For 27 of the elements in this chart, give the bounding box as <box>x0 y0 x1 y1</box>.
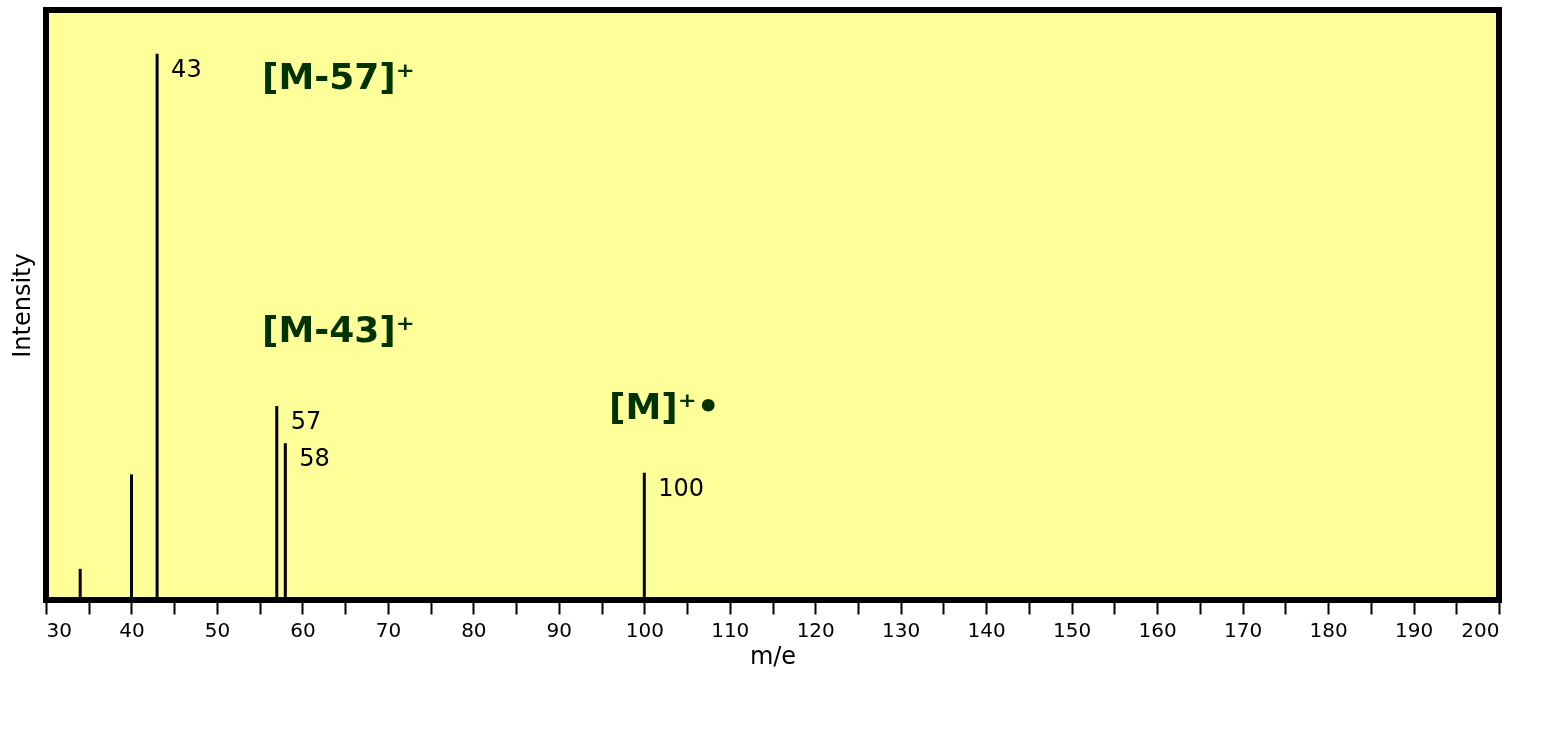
x-tick-label: 90 <box>546 617 573 642</box>
annotation: 57 <box>290 407 322 436</box>
annotation: [M-43]⁺ <box>262 309 415 350</box>
annotation: 43 <box>171 54 202 83</box>
y-axis-title: Intensity <box>7 253 36 358</box>
x-tick-label: 170 <box>1223 617 1263 642</box>
x-tick-label: 40 <box>119 617 145 642</box>
x-axis-title: m/e <box>749 641 797 670</box>
annotation: 100 <box>658 473 705 502</box>
x-tick-label: 80 <box>461 617 487 642</box>
x-tick-label: 150 <box>1053 617 1092 642</box>
x-tick-label: 130 <box>882 617 921 642</box>
x-tick-label: 70 <box>375 617 402 642</box>
annotation: [M-57]⁺ <box>262 56 415 97</box>
x-tick-label: 110 <box>711 617 750 642</box>
x-tick-label: 160 <box>1138 617 1177 642</box>
annotation: 58 <box>299 444 330 473</box>
x-tick-label: 190 <box>1394 617 1434 642</box>
x-tick-label: 60 <box>290 617 316 642</box>
x-tick-label: 120 <box>796 617 835 642</box>
annotation: [M]⁺• <box>609 386 720 427</box>
x-tick-label: 50 <box>204 617 231 642</box>
x-tick-label: 140 <box>967 617 1006 642</box>
x-tick-label: 180 <box>1309 617 1348 642</box>
x-tick-label: 100 <box>625 617 664 642</box>
x-tick-label: 200 <box>1461 617 1500 642</box>
x-tick-label: 30 <box>46 617 72 642</box>
